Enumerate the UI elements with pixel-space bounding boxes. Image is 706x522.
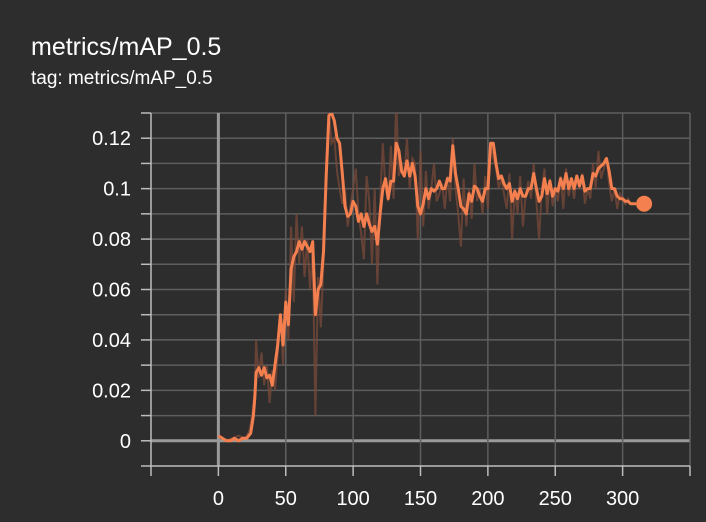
y-tick-label: 0.04 <box>92 330 131 352</box>
x-axis: 0 50 100 150 200 250 300 <box>150 465 691 510</box>
y-tick-label: 0.12 <box>92 128 131 150</box>
x-tick-label: 300 <box>606 488 639 510</box>
y-tick-label: 0.06 <box>92 280 131 302</box>
x-tick-label: 150 <box>404 488 437 510</box>
chart-title: metrics/mAP_0.5 <box>31 33 222 61</box>
smoothed-series-line <box>217 113 637 443</box>
y-axis: 0 0.02 0.04 0.06 0.08 0.1 0.12 <box>92 112 152 467</box>
last-point-marker <box>636 195 653 212</box>
x-tick-label: 250 <box>539 488 572 510</box>
y-tick-label: 0.08 <box>92 229 131 251</box>
x-tick-label: 200 <box>471 488 504 510</box>
plot-area <box>217 113 653 443</box>
x-tick-label: 0 <box>213 488 224 510</box>
y-tick-label: 0.1 <box>103 179 131 201</box>
y-tick-label: 0 <box>120 431 131 453</box>
chart-tag: tag: metrics/mAP_0.5 <box>31 68 213 89</box>
y-tick-label: 0.02 <box>92 380 131 402</box>
raw-series-line <box>217 113 637 442</box>
x-tick-label: 100 <box>336 488 369 510</box>
x-tick-label: 50 <box>275 488 297 510</box>
